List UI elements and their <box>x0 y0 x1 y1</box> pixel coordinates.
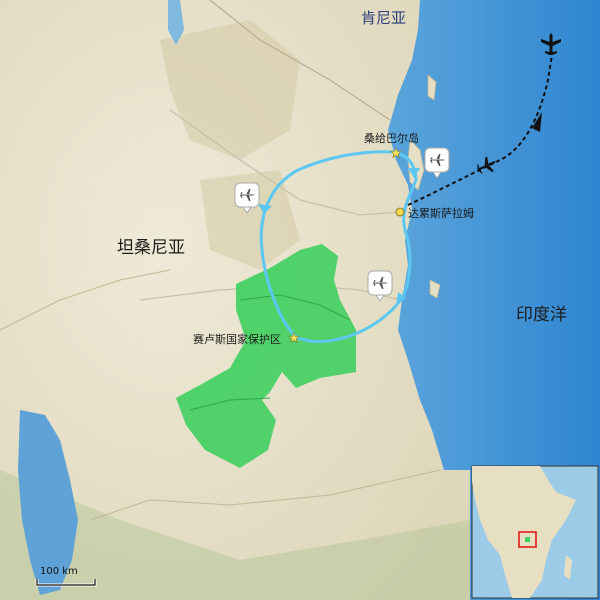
southern-terrain <box>0 470 470 600</box>
label-tanzania: 坦桑尼亚 <box>117 238 185 258</box>
highland-terrain <box>160 20 300 160</box>
route-arrow-1 <box>258 204 272 214</box>
airport-marker-icon[interactable] <box>234 182 260 214</box>
inset-map <box>471 465 599 599</box>
route-arrow-3 <box>408 168 420 178</box>
flight-arrow <box>532 112 542 132</box>
highland-terrain-2 <box>200 170 300 270</box>
dar-es-salaam-dot[interactable] <box>395 207 405 217</box>
lake <box>18 410 78 595</box>
border-south <box>89 469 441 521</box>
scale-bar <box>35 579 97 587</box>
small-lake <box>168 0 184 45</box>
mafia-island <box>429 279 441 299</box>
pemba-island <box>427 74 437 101</box>
label-dar-es-salaam: 达累斯萨拉姆 <box>408 207 474 220</box>
road <box>169 109 401 216</box>
airport-marker-icon[interactable] <box>367 270 393 302</box>
label-zanzibar: 桑给巴尔岛 <box>364 132 419 145</box>
border-west <box>0 269 171 331</box>
route-loop <box>259 150 418 343</box>
river-2 <box>189 397 271 411</box>
selous-reserve-area[interactable] <box>176 244 356 468</box>
label-indian-ocean: 印度洋 <box>516 305 567 325</box>
scale-bar-label: 100 km <box>40 566 78 577</box>
destination-airplane-icon <box>541 33 561 55</box>
label-kenya: 肯尼亚 <box>361 9 407 27</box>
river <box>239 294 351 321</box>
kenya-border <box>209 0 391 121</box>
star-icon[interactable] <box>390 147 402 159</box>
land-mass <box>0 0 470 600</box>
inset-highlight-box <box>518 531 537 548</box>
route-arrow-2 <box>396 292 406 306</box>
label-selous: 赛卢斯国家保护区 <box>193 333 281 346</box>
star-icon[interactable] <box>288 332 300 344</box>
airport-marker-icon[interactable] <box>424 147 450 179</box>
flight-airplane-icon <box>477 156 496 174</box>
